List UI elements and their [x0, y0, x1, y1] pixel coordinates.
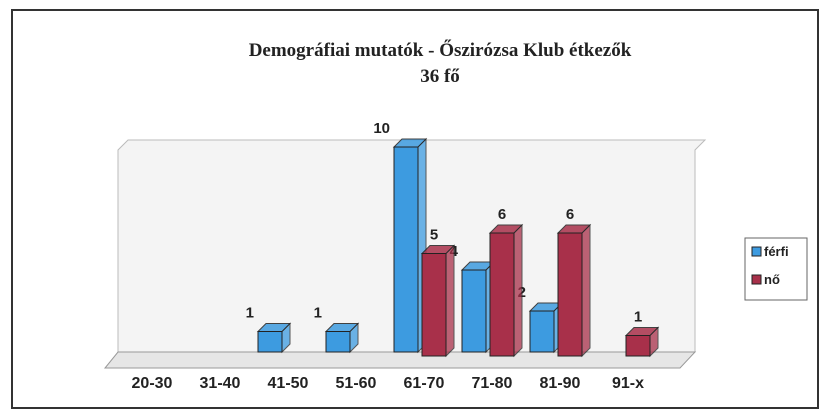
bar-face [325, 331, 351, 353]
data-label: 5 [430, 227, 438, 244]
bar [460, 260, 496, 354]
x-tick-label: 51-60 [336, 375, 377, 392]
x-tick-label: 71-80 [472, 375, 513, 392]
bar [324, 322, 360, 354]
x-tick-label: 61-70 [404, 375, 445, 392]
bar [256, 322, 292, 354]
bar-face [421, 253, 447, 357]
data-label: 1 [246, 305, 254, 322]
bar-face [513, 223, 523, 358]
bar-face [445, 244, 455, 358]
x-tick-label: 41-50 [268, 375, 309, 392]
x-tick-label: 81-90 [540, 375, 581, 392]
bar-face [461, 269, 487, 353]
x-tick-label: 31-40 [200, 375, 241, 392]
bar-face [581, 223, 591, 358]
bar [392, 137, 428, 354]
bar-face [393, 146, 419, 353]
bar-face [257, 331, 283, 353]
bar [528, 301, 564, 354]
legend-label: nő [764, 272, 780, 287]
bar [556, 223, 592, 358]
data-label: 6 [498, 206, 506, 223]
bar-face [557, 232, 583, 357]
floor [103, 351, 697, 369]
legend-swatch [751, 246, 762, 257]
bar-face [529, 310, 555, 353]
x-tick-label: 91-x [612, 375, 644, 392]
data-label: 6 [566, 206, 574, 223]
x-tick-label: 20-30 [132, 375, 173, 392]
bar-face [489, 232, 515, 357]
chart-subtitle: 36 fő [420, 66, 460, 87]
legend-swatch [751, 274, 762, 285]
bar [420, 244, 456, 358]
data-label: 1 [314, 305, 322, 322]
bar [624, 326, 660, 358]
bar [488, 223, 524, 358]
data-label: 10 [373, 120, 390, 137]
chart-title: Demográfiai mutatók - Őszirózsa Klub étk… [249, 39, 632, 61]
chart-frame [11, 9, 819, 409]
legend-label: férfi [764, 244, 789, 259]
bar-face [625, 335, 651, 357]
data-label: 1 [634, 309, 642, 326]
